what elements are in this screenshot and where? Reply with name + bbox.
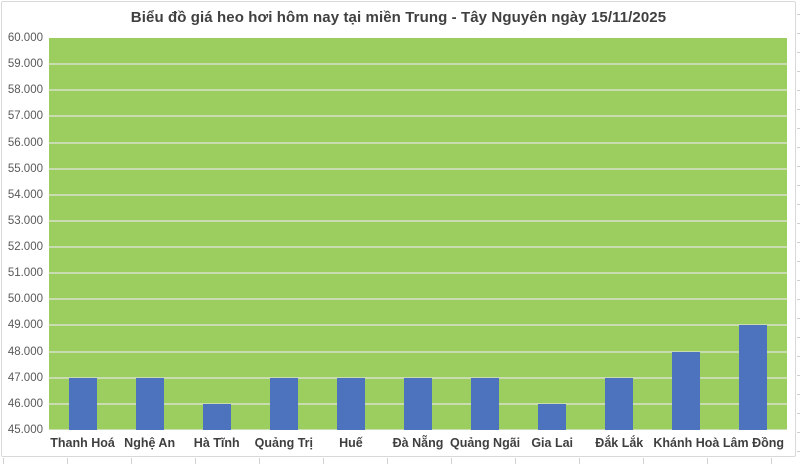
x-axis-tick-label: Quảng Ngãi bbox=[450, 436, 521, 450]
bar-10[interactable] bbox=[672, 351, 701, 430]
y-axis-tick-label: 46.000 bbox=[7, 397, 43, 410]
major-gridline bbox=[49, 115, 787, 118]
y-axis-tick-label: 55.000 bbox=[7, 162, 43, 175]
y-axis-tick-label: 54.000 bbox=[7, 188, 43, 201]
major-gridline bbox=[49, 272, 787, 275]
y-axis-tick-label: 45.000 bbox=[7, 424, 43, 436]
bar-7[interactable] bbox=[471, 377, 500, 430]
x-axis-tick-label: Đà Nẵng bbox=[392, 436, 444, 450]
major-gridline bbox=[49, 141, 787, 144]
y-axis-tick-label: 48.000 bbox=[7, 345, 43, 358]
y-axis-tick-label: 47.000 bbox=[7, 371, 43, 384]
x-axis-tick-label: Quảng Trị bbox=[254, 436, 313, 450]
x-axis-tick-label: Hà Tĩnh bbox=[193, 436, 240, 450]
bar-3[interactable] bbox=[202, 403, 231, 430]
bar-4[interactable] bbox=[269, 377, 298, 430]
bar-5[interactable] bbox=[336, 377, 365, 430]
y-axis-tick-label: 60.000 bbox=[7, 32, 43, 44]
major-gridline bbox=[49, 324, 787, 327]
x-axis-tick-label: Nghệ An bbox=[124, 436, 176, 450]
x-axis-tick-label: Huế bbox=[339, 436, 363, 450]
bar-11[interactable] bbox=[739, 325, 768, 430]
y-axis-tick-label: 49.000 bbox=[7, 319, 43, 332]
bar-6[interactable] bbox=[404, 377, 432, 430]
major-gridline bbox=[49, 167, 787, 170]
sheet-row-gridlines bbox=[797, 14, 800, 458]
bar-8[interactable] bbox=[538, 403, 567, 430]
x-axis-tick-label: Đắk Lắk bbox=[595, 436, 644, 450]
bar-chart[interactable]: Biểu đồ giá heo hơi hôm nay tại miền Tru… bbox=[1, 1, 796, 457]
y-axis-tick-label: 53.000 bbox=[7, 214, 43, 227]
y-axis-tick-label: 59.000 bbox=[7, 58, 43, 71]
sheet-column-gridlines bbox=[3, 458, 798, 464]
major-gridline bbox=[49, 89, 787, 92]
chart-title: Biểu đồ giá heo hơi hôm nay tại miền Tru… bbox=[130, 9, 667, 26]
major-gridline bbox=[49, 219, 787, 222]
major-gridline bbox=[49, 193, 787, 196]
y-axis-tick-label: 58.000 bbox=[7, 84, 43, 97]
major-gridline bbox=[49, 298, 787, 301]
bar-1[interactable] bbox=[68, 377, 97, 430]
bar-9[interactable] bbox=[605, 377, 634, 430]
x-axis-tick-label: Khánh Hoà bbox=[653, 436, 720, 450]
major-gridline bbox=[49, 376, 787, 379]
major-gridline bbox=[49, 63, 787, 66]
major-gridline bbox=[49, 350, 787, 353]
x-axis-tick-label: Lâm Đồng bbox=[722, 436, 785, 450]
x-axis-tick-label: Thanh Hoá bbox=[50, 436, 115, 450]
major-gridline bbox=[49, 246, 787, 249]
x-axis-tick-label: Gia Lai bbox=[531, 436, 574, 450]
bar-2[interactable] bbox=[135, 377, 164, 430]
y-axis-tick-label: 52.000 bbox=[7, 241, 43, 254]
plot-area bbox=[49, 38, 787, 430]
y-axis-tick-label: 51.000 bbox=[7, 267, 43, 280]
y-axis-tick-label: 57.000 bbox=[7, 110, 43, 123]
y-axis-tick-label: 56.000 bbox=[7, 136, 43, 149]
y-axis-tick-label: 50.000 bbox=[7, 293, 43, 306]
